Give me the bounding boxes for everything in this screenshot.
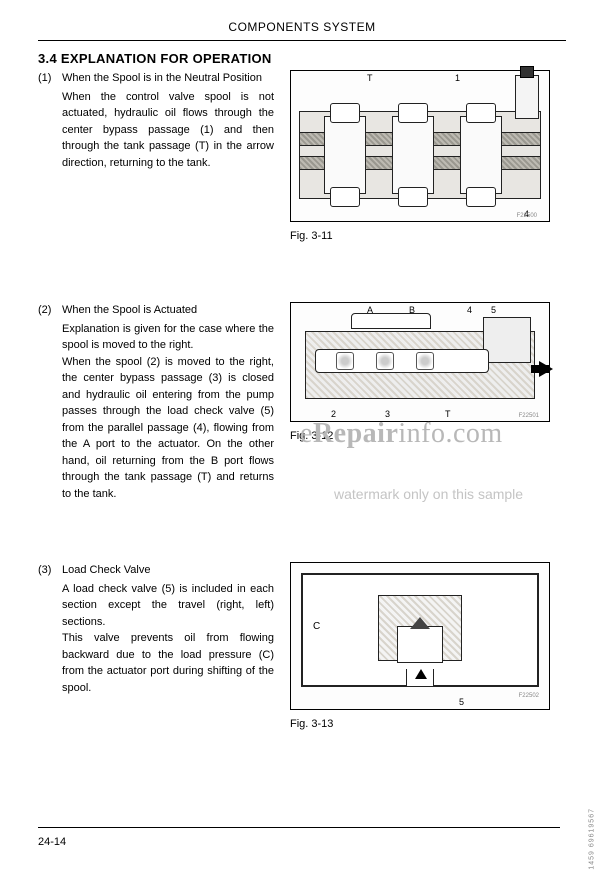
page-number: 24-14	[38, 836, 66, 848]
fig-label-B: B	[409, 305, 415, 315]
item-body: When the control valve spool is not actu…	[62, 89, 274, 172]
item-subtitle: When the Spool is in the Neutral Positio…	[62, 70, 274, 87]
section-number: 3.4	[38, 51, 57, 66]
figure-caption: Fig. 3-13	[290, 718, 566, 730]
fig-label-C: C	[313, 621, 320, 632]
arrow-right-icon	[539, 361, 553, 377]
item-number: (2)	[38, 302, 62, 319]
fig-label-2: 2	[331, 409, 336, 419]
item-row-1: (1) When the Spool is in the Neutral Pos…	[38, 70, 566, 242]
item-subtitle: When the Spool is Actuated	[62, 302, 274, 319]
figure-3-11: T 1 4 F22500	[290, 70, 550, 222]
fig-label-5: 5	[459, 697, 464, 707]
fig-label-3: 3	[385, 409, 390, 419]
fig-code: F22502	[519, 693, 539, 699]
figure-3-12: A B 4 5 2 3 T F22501	[290, 302, 550, 422]
fig-code: F22500	[517, 213, 537, 219]
item-body: Explanation is given for the case where …	[62, 321, 274, 503]
section-heading: 3.4 EXPLANATION FOR OPERATION	[38, 51, 566, 66]
item-text: When the Spool is Actuated Explanation i…	[62, 302, 282, 502]
item-number: (1)	[38, 70, 62, 87]
item-text: When the Spool is in the Neutral Positio…	[62, 70, 282, 171]
page-header: COMPONENTS SYSTEM	[38, 20, 566, 41]
fig-label-4: 4	[467, 305, 472, 315]
item-number: (3)	[38, 562, 62, 579]
item-body: A load check valve (5) is included in ea…	[62, 581, 274, 697]
fig-label-1: 1	[455, 73, 460, 83]
fig-label-5: 5	[491, 305, 496, 315]
arrow-up-icon	[415, 669, 427, 679]
figure-3-13: C 5 F22502	[290, 562, 550, 710]
item-row-2: (2) When the Spool is Actuated Explanati…	[38, 302, 566, 502]
item-text: Load Check Valve A load check valve (5) …	[62, 562, 282, 696]
figure-caption: Fig. 3-12	[290, 430, 566, 442]
item-row-3: (3) Load Check Valve A load check valve …	[38, 562, 566, 730]
section-title: EXPLANATION FOR OPERATION	[61, 51, 272, 66]
page-footer: 24-14	[0, 827, 598, 850]
fig-label-T: T	[367, 73, 373, 83]
figure-caption: Fig. 3-11	[290, 230, 566, 242]
fig-label-T: T	[445, 409, 451, 419]
fig-label-A: A	[367, 305, 373, 315]
item-subtitle: Load Check Valve	[62, 562, 274, 579]
fig-code: F22501	[519, 413, 539, 419]
